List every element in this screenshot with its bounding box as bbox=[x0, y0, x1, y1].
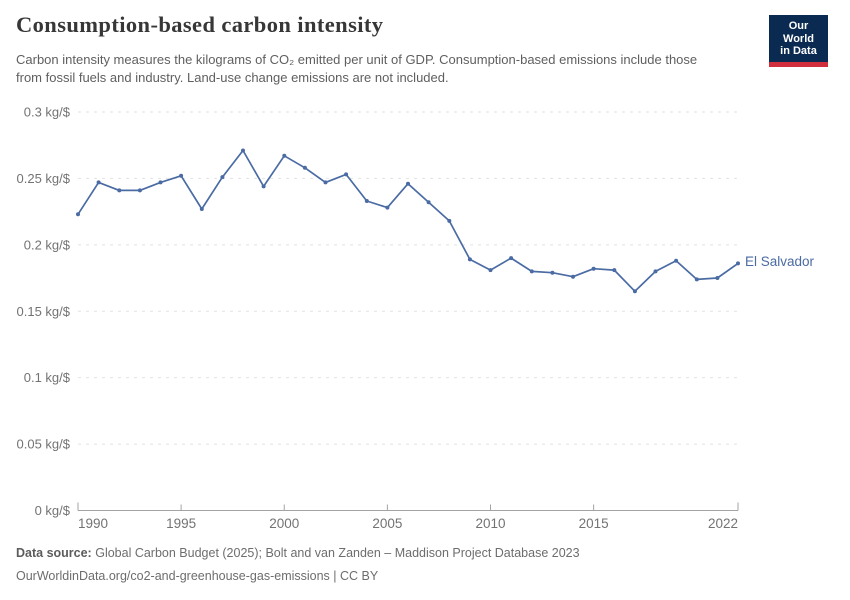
data-point bbox=[571, 274, 575, 279]
data-point bbox=[385, 205, 390, 210]
data-point bbox=[344, 172, 349, 177]
x-axis-tick-label: 2005 bbox=[372, 516, 402, 531]
data-point bbox=[179, 173, 184, 178]
data-point bbox=[632, 289, 637, 294]
data-point bbox=[199, 207, 204, 211]
y-axis-tick-label: 0.3 kg/$ bbox=[24, 105, 71, 120]
y-axis-tick-label: 0.2 kg/$ bbox=[24, 237, 71, 252]
data-point bbox=[426, 200, 431, 205]
data-point bbox=[529, 269, 534, 274]
data-source-text: Global Carbon Budget (2025); Bolt and va… bbox=[95, 546, 580, 560]
data-point bbox=[117, 188, 122, 193]
data-line-el-salvador bbox=[77, 149, 739, 293]
footer-url-line: OurWorldinData.org/co2-and-greenhouse-ga… bbox=[16, 569, 379, 583]
data-point bbox=[509, 256, 514, 261]
data-point bbox=[282, 153, 287, 158]
data-point bbox=[694, 277, 699, 282]
owid-logo-line2: in Data bbox=[780, 45, 817, 57]
data-point bbox=[364, 199, 369, 203]
data-point bbox=[220, 175, 225, 180]
y-axis-tick-label: 0 kg/$ bbox=[35, 503, 71, 518]
data-source-label: Data source: bbox=[16, 546, 92, 560]
x-axis-tick-label: 2022 bbox=[708, 516, 738, 531]
data-point bbox=[447, 218, 452, 223]
owid-logo: Our World in Data bbox=[769, 15, 828, 67]
data-point bbox=[488, 268, 493, 273]
data-point bbox=[736, 261, 740, 266]
x-axis-tick-label: 2010 bbox=[475, 516, 505, 531]
chart-footer: Data source: Global Carbon Budget (2025)… bbox=[16, 545, 580, 591]
data-point bbox=[653, 269, 658, 274]
x-axis-tick-label: 1990 bbox=[78, 516, 108, 531]
data-point bbox=[137, 188, 142, 193]
data-point bbox=[241, 148, 245, 153]
data-point bbox=[302, 165, 307, 170]
data-source-line: Data source: Global Carbon Budget (2025)… bbox=[16, 545, 580, 562]
data-point bbox=[715, 276, 720, 280]
data-point bbox=[591, 266, 596, 271]
page-title: Consumption-based carbon intensity bbox=[16, 12, 384, 37]
data-point bbox=[261, 184, 266, 189]
data-point bbox=[323, 180, 328, 185]
x-axis-tick-label: 1995 bbox=[166, 516, 196, 531]
x-axis-tick-label: 2015 bbox=[579, 516, 609, 531]
chart-subtitle: Carbon intensity measures the kilograms … bbox=[16, 52, 698, 85]
y-axis-tick-label: 0.1 kg/$ bbox=[24, 370, 71, 385]
data-point bbox=[467, 257, 472, 262]
owid-logo-line1: Our World bbox=[783, 20, 814, 45]
data-point bbox=[76, 212, 80, 217]
y-axis-tick-label: 0.15 kg/$ bbox=[17, 304, 71, 319]
series-label-el-salvador: El Salvador bbox=[745, 254, 815, 270]
x-axis-tick-label: 2000 bbox=[269, 516, 299, 531]
data-point bbox=[406, 181, 410, 186]
data-point bbox=[674, 258, 679, 263]
y-axis-tick-label: 0.05 kg/$ bbox=[17, 437, 71, 452]
data-point bbox=[96, 180, 101, 185]
data-point bbox=[550, 270, 555, 275]
data-point bbox=[158, 180, 163, 185]
y-axis-tick-label: 0.25 kg/$ bbox=[17, 171, 71, 186]
data-point bbox=[612, 268, 617, 273]
